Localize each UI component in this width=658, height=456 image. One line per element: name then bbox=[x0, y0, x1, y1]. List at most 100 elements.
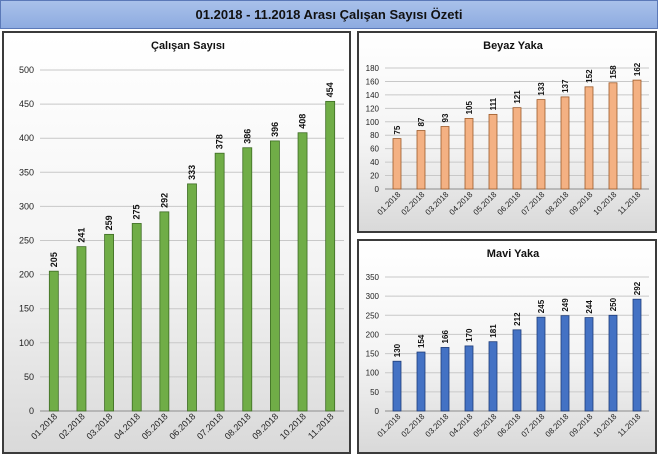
blue-collar-bar bbox=[512, 329, 522, 412]
total-bar bbox=[159, 211, 170, 412]
white-collar-bar bbox=[416, 130, 426, 190]
total-bar-value-label: 275 bbox=[132, 204, 142, 219]
white-collar-y-tick-label: 140 bbox=[366, 91, 380, 100]
total-x-tick-label: 04.2018 bbox=[112, 411, 142, 441]
total-bar bbox=[104, 233, 114, 412]
blue-collar-y-tick-label: 300 bbox=[366, 292, 380, 301]
blue-collar-chart: Mavi Yaka 0 50 100 150 200 250 300 350 130 01.2018… bbox=[357, 239, 657, 454]
blue-collar-bar bbox=[440, 347, 450, 412]
white-collar-y-tick-label: 120 bbox=[366, 104, 380, 113]
blue-collar-x-tick-label: 03.2018 bbox=[424, 412, 451, 439]
blue-collar-x-tick-label: 05.2018 bbox=[472, 412, 499, 439]
total-bar bbox=[297, 132, 308, 412]
total-bar-value-label: 292 bbox=[159, 193, 169, 208]
blue-collar-chart-title: Mavi Yaka bbox=[487, 248, 540, 260]
total-bar bbox=[242, 147, 253, 412]
blue-collar-bar-value-label: 212 bbox=[513, 312, 522, 326]
blue-collar-bar bbox=[416, 351, 426, 412]
total-bar-value-label: 386 bbox=[242, 129, 252, 144]
white-collar-chart-title: Beyaz Yaka bbox=[483, 40, 544, 52]
white-collar-x-tick-label: 09.2018 bbox=[568, 190, 595, 217]
white-collar-bar-value-label: 158 bbox=[609, 65, 618, 79]
white-collar-y-tick-label: 0 bbox=[375, 185, 380, 194]
white-collar-y-tick-label: 60 bbox=[370, 145, 379, 154]
white-collar-bar-value-label: 105 bbox=[465, 101, 474, 115]
white-collar-y-tick-label: 80 bbox=[370, 131, 379, 140]
blue-collar-bar-value-label: 166 bbox=[441, 330, 450, 344]
total-y-tick-label: 250 bbox=[19, 236, 34, 246]
white-collar-bar-value-label: 111 bbox=[489, 97, 498, 110]
total-bar bbox=[187, 183, 197, 412]
white-collar-chart: Beyaz Yaka 0 20 40 60 80 100 120 140 160 180 75 01.2… bbox=[357, 31, 657, 233]
white-collar-bar-value-label: 75 bbox=[393, 125, 402, 134]
report-title-banner: 01.2018 - 11.2018 Arası Çalışan Sayısı Ö… bbox=[0, 0, 658, 29]
blue-collar-x-tick-label: 11.2018 bbox=[616, 412, 643, 439]
white-collar-bar bbox=[392, 138, 402, 190]
total-bar-value-label: 333 bbox=[187, 165, 197, 180]
white-collar-bar bbox=[464, 118, 474, 190]
total-bar bbox=[214, 152, 225, 412]
blue-collar-y-tick-label: 50 bbox=[370, 388, 379, 397]
blue-collar-bar-value-label: 244 bbox=[585, 300, 594, 314]
total-x-tick-label: 07.2018 bbox=[195, 411, 225, 441]
white-collar-y-tick-label: 40 bbox=[370, 158, 379, 167]
white-collar-x-tick-label: 04.2018 bbox=[448, 190, 475, 217]
blue-collar-x-tick-label: 10.2018 bbox=[592, 412, 619, 439]
total-x-tick-label: 05.2018 bbox=[140, 411, 170, 441]
total-bar-value-label: 205 bbox=[49, 252, 59, 267]
blue-collar-bar bbox=[536, 316, 546, 412]
report-title: 01.2018 - 11.2018 Arası Çalışan Sayısı Ö… bbox=[195, 7, 463, 22]
total-chart-title: Çalışan Sayısı bbox=[151, 40, 225, 52]
blue-collar-y-tick-label: 100 bbox=[366, 369, 380, 378]
white-collar-y-tick-label: 100 bbox=[366, 118, 380, 127]
blue-collar-x-tick-label: 09.2018 bbox=[568, 412, 595, 439]
blue-collar-bar-value-label: 245 bbox=[537, 299, 546, 313]
total-y-tick-label: 0 bbox=[29, 406, 34, 416]
blue-collar-y-tick-label: 0 bbox=[375, 407, 380, 416]
total-y-tick-label: 300 bbox=[19, 201, 34, 211]
white-collar-chart-svg: Beyaz Yaka 0 20 40 60 80 100 120 140 160 180 75 01.2… bbox=[366, 40, 649, 217]
total-bar-value-label: 378 bbox=[215, 134, 225, 149]
white-collar-bar bbox=[512, 107, 522, 190]
blue-collar-bar bbox=[560, 315, 570, 412]
blue-collar-bar-value-label: 292 bbox=[633, 281, 642, 295]
blue-collar-x-tick-label: 01.2018 bbox=[376, 412, 403, 439]
blue-collar-bar-value-label: 249 bbox=[561, 298, 570, 312]
blue-collar-bar-value-label: 250 bbox=[609, 297, 618, 311]
total-y-tick-label: 50 bbox=[24, 372, 34, 382]
white-collar-x-tick-label: 11.2018 bbox=[616, 190, 643, 217]
blue-collar-bar bbox=[584, 317, 594, 412]
total-bar-value-label: 259 bbox=[104, 215, 114, 230]
white-collar-y-tick-label: 20 bbox=[370, 172, 379, 181]
total-y-tick-label: 400 bbox=[19, 133, 34, 143]
blue-collar-bar-value-label: 170 bbox=[465, 328, 474, 342]
white-collar-bar-value-label: 137 bbox=[561, 79, 570, 93]
white-collar-bar bbox=[608, 82, 618, 190]
white-collar-y-tick-label: 160 bbox=[366, 77, 380, 86]
blue-collar-x-tick-label: 06.2018 bbox=[496, 412, 523, 439]
blue-collar-x-tick-label: 08.2018 bbox=[544, 412, 571, 439]
white-collar-bar-value-label: 93 bbox=[441, 113, 450, 122]
total-bar bbox=[76, 246, 87, 412]
total-x-tick-label: 08.2018 bbox=[223, 411, 253, 441]
total-x-tick-label: 03.2018 bbox=[84, 411, 114, 441]
blue-collar-y-tick-label: 350 bbox=[366, 273, 380, 282]
total-y-tick-label: 200 bbox=[19, 270, 34, 280]
white-collar-x-tick-label: 08.2018 bbox=[544, 190, 571, 217]
blue-collar-bar bbox=[392, 360, 402, 412]
white-collar-bar bbox=[536, 99, 546, 190]
white-collar-y-tick-label: 180 bbox=[366, 64, 380, 73]
total-y-tick-label: 500 bbox=[19, 65, 34, 75]
white-collar-bar-value-label: 152 bbox=[585, 69, 594, 83]
blue-collar-bar-value-label: 130 bbox=[393, 343, 402, 357]
total-bar-value-label: 454 bbox=[325, 82, 335, 97]
total-bar bbox=[48, 270, 59, 412]
white-collar-x-tick-label: 02.2018 bbox=[400, 190, 427, 217]
total-bar bbox=[131, 223, 142, 412]
total-bar-value-label: 241 bbox=[76, 228, 86, 243]
white-collar-x-tick-label: 10.2018 bbox=[592, 190, 619, 217]
white-collar-bar-value-label: 133 bbox=[537, 82, 546, 96]
blue-collar-x-tick-label: 07.2018 bbox=[520, 412, 547, 439]
blue-collar-bar bbox=[632, 298, 642, 412]
white-collar-x-tick-label: 06.2018 bbox=[496, 190, 523, 217]
